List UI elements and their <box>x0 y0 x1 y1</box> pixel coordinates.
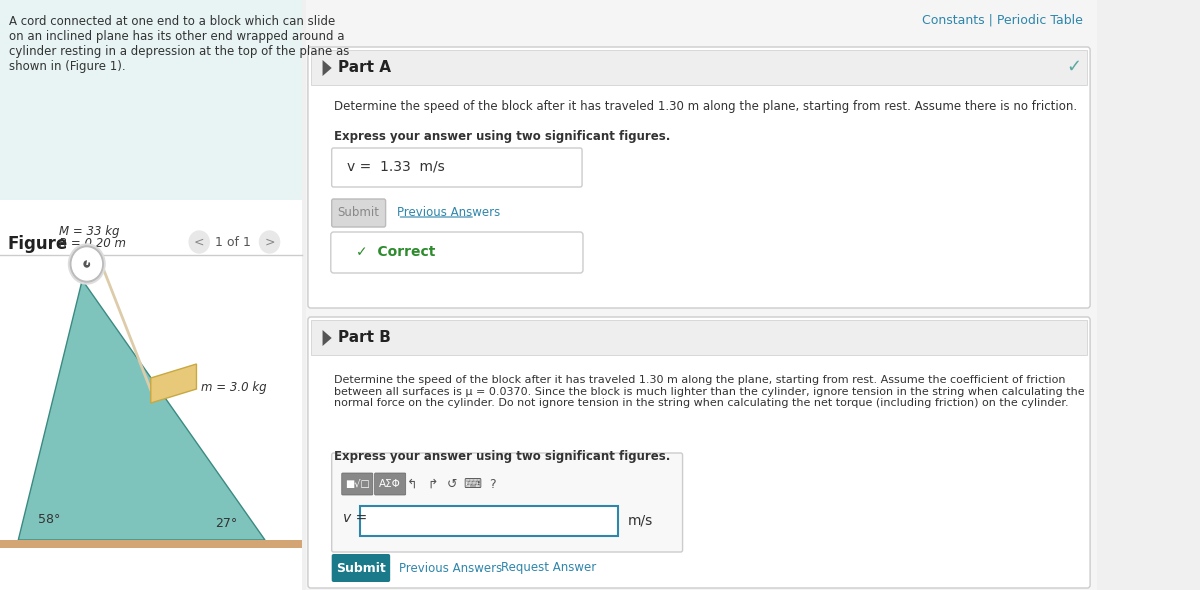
Text: A cord connected at one end to a block which can slide
on an inclined plane has : A cord connected at one end to a block w… <box>10 15 349 73</box>
FancyBboxPatch shape <box>342 473 373 495</box>
FancyBboxPatch shape <box>0 540 301 548</box>
Text: Determine the speed of the block after it has traveled 1.30 m along the plane, s: Determine the speed of the block after i… <box>334 100 1076 113</box>
Circle shape <box>71 246 103 282</box>
Text: Previous Answers: Previous Answers <box>400 562 503 575</box>
Text: ?: ? <box>490 477 496 490</box>
FancyBboxPatch shape <box>308 317 1090 588</box>
Circle shape <box>72 248 102 280</box>
Polygon shape <box>323 330 331 346</box>
Text: ↰: ↰ <box>407 477 418 490</box>
Text: Previous Answers: Previous Answers <box>397 206 500 219</box>
FancyBboxPatch shape <box>331 554 390 582</box>
Text: Determine the speed of the block after it has traveled 1.30 m along the plane, s: Determine the speed of the block after i… <box>334 375 1084 408</box>
Text: M = 33 kg: M = 33 kg <box>59 225 120 238</box>
Text: Express your answer using two significant figures.: Express your answer using two significan… <box>334 130 670 143</box>
Polygon shape <box>151 364 197 403</box>
Text: Request Answer: Request Answer <box>500 562 596 575</box>
Text: R = 0.20 m: R = 0.20 m <box>59 237 126 250</box>
FancyBboxPatch shape <box>360 506 618 536</box>
Polygon shape <box>323 60 331 76</box>
Text: >: > <box>264 235 275 248</box>
Text: v =: v = <box>343 511 367 525</box>
Text: Constants | Periodic Table: Constants | Periodic Table <box>922 13 1082 26</box>
Text: ↱: ↱ <box>427 477 438 490</box>
Circle shape <box>190 231 209 253</box>
FancyBboxPatch shape <box>308 47 1090 308</box>
Text: <: < <box>194 235 204 248</box>
Text: Figure: Figure <box>7 235 67 253</box>
Text: 1 of 1: 1 of 1 <box>215 235 251 248</box>
Text: Part B: Part B <box>338 329 391 345</box>
FancyBboxPatch shape <box>311 320 1087 355</box>
Text: ✓  Correct: ✓ Correct <box>356 245 436 259</box>
Text: 27°: 27° <box>215 517 236 530</box>
FancyBboxPatch shape <box>311 50 1087 85</box>
FancyBboxPatch shape <box>331 453 683 552</box>
Text: m = 3.0 kg: m = 3.0 kg <box>202 381 266 394</box>
FancyBboxPatch shape <box>374 473 406 495</box>
FancyBboxPatch shape <box>331 148 582 187</box>
Text: R: R <box>85 257 94 267</box>
FancyBboxPatch shape <box>331 199 385 227</box>
Text: 58°: 58° <box>38 513 61 526</box>
Circle shape <box>68 244 106 284</box>
Text: ✓: ✓ <box>1066 58 1081 76</box>
Text: v =  1.33  m/s: v = 1.33 m/s <box>347 160 445 174</box>
Text: m/s: m/s <box>628 513 653 527</box>
FancyBboxPatch shape <box>0 0 301 200</box>
Circle shape <box>84 261 90 267</box>
Text: AΣΦ: AΣΦ <box>379 479 401 489</box>
Polygon shape <box>18 280 265 540</box>
Text: Submit: Submit <box>336 562 386 575</box>
Text: Express your answer using two significant figures.: Express your answer using two significan… <box>334 450 670 463</box>
Circle shape <box>259 231 280 253</box>
FancyBboxPatch shape <box>0 200 301 590</box>
FancyBboxPatch shape <box>306 0 1097 590</box>
Text: Part A: Part A <box>338 60 391 74</box>
Text: ⌨: ⌨ <box>463 477 481 490</box>
FancyBboxPatch shape <box>331 232 583 273</box>
Text: ↺: ↺ <box>448 477 457 490</box>
Text: ■√□: ■√□ <box>344 479 370 489</box>
Text: Submit: Submit <box>337 206 379 219</box>
